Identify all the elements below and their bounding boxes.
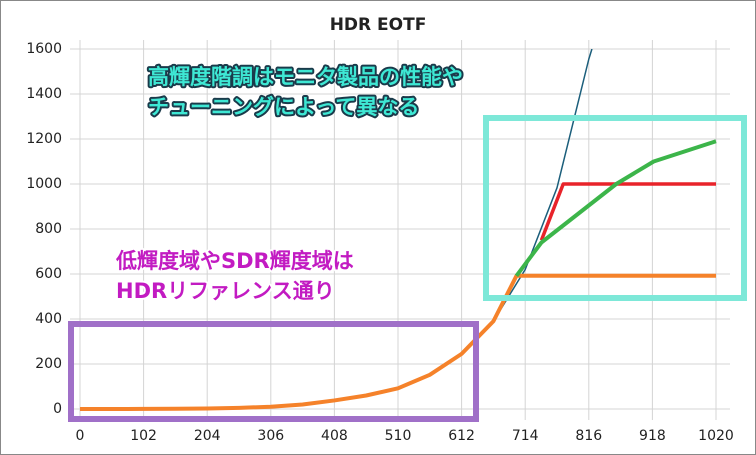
series-line bbox=[514, 139, 717, 277]
x-tick-label: 306 bbox=[257, 428, 284, 444]
chart-title: HDR EOTF bbox=[330, 15, 427, 35]
series-line bbox=[79, 273, 716, 411]
x-tick-label: 204 bbox=[194, 428, 221, 444]
highlight-box bbox=[483, 115, 747, 301]
x-tick-label: 816 bbox=[575, 428, 602, 444]
y-tick-label: 0 bbox=[53, 401, 62, 417]
y-tick-label: 800 bbox=[35, 221, 62, 237]
y-tick-label: 600 bbox=[35, 266, 62, 282]
x-tick-label: 510 bbox=[385, 428, 412, 444]
x-tick-label: 1020 bbox=[698, 428, 734, 444]
annotation: 高輝度階調はモニタ製品の性能や bbox=[148, 65, 463, 89]
x-tick-label: 612 bbox=[448, 428, 475, 444]
y-tick-label: 1200 bbox=[26, 131, 62, 147]
y-tick-label: 1600 bbox=[26, 41, 62, 57]
x-tick-label: 0 bbox=[76, 428, 85, 444]
x-tick-label: 918 bbox=[639, 428, 666, 444]
series-line bbox=[539, 182, 716, 241]
x-tick-label: 102 bbox=[130, 428, 157, 444]
annotation: HDRリファレンス通り bbox=[116, 279, 335, 303]
y-tick-label: 1000 bbox=[26, 176, 62, 192]
x-tick-label: 408 bbox=[321, 428, 348, 444]
x-tick-label: 714 bbox=[512, 428, 539, 444]
grid: 0 200 400 600 800 1000 1200 1400 1600 0 102 204 306 4… bbox=[26, 40, 734, 444]
highlight-box bbox=[68, 321, 479, 422]
annotation: チューニングによって異なる bbox=[148, 95, 419, 119]
y-tick-label: 400 bbox=[35, 311, 62, 327]
y-tick-label: 1400 bbox=[26, 86, 62, 102]
y-tick-label: 200 bbox=[35, 356, 62, 372]
series bbox=[79, 49, 717, 411]
annotations: 高輝度階調はモニタ製品の性能やチューニングによって異なる低輝度域やSDR輝度域は… bbox=[113, 63, 465, 305]
annotation: 低輝度域やSDR輝度域は bbox=[115, 249, 354, 273]
